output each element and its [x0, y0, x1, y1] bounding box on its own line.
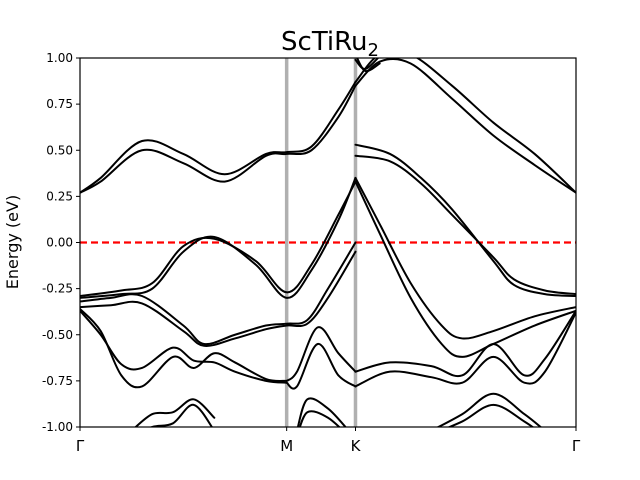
- kpoint-label: M: [280, 437, 293, 455]
- kpoint-label: Γ: [76, 437, 85, 455]
- y-tick-label: -0.50: [42, 328, 73, 342]
- band-line-15: [285, 326, 357, 382]
- band-line-17: [354, 309, 576, 378]
- band-line-21: [296, 397, 347, 427]
- plot-area: [80, 58, 576, 427]
- y-tick-label: -0.25: [42, 282, 73, 296]
- y-tick-label: 0.50: [46, 143, 73, 157]
- band-line-23: [436, 392, 543, 427]
- band-line-22: [298, 410, 341, 427]
- band-line-26: [354, 58, 380, 71]
- chart-title-base: ScTiRu: [281, 27, 367, 57]
- y-axis-label: Energy (eV): [3, 195, 22, 289]
- band-line-14: [80, 309, 288, 384]
- band-line-24: [447, 403, 535, 427]
- band-line-5: [354, 143, 576, 297]
- band-line-13: [80, 307, 288, 389]
- chart-title: ScTiRu2: [281, 27, 379, 61]
- band-line-8: [80, 180, 357, 297]
- band-line-10: [354, 180, 576, 358]
- band-line-20: [149, 403, 214, 427]
- band-line-12: [80, 250, 357, 347]
- band-line-4: [354, 58, 576, 194]
- y-tick-label: 0.00: [46, 236, 73, 250]
- band-line-6: [354, 154, 576, 296]
- band-line-25: [356, 58, 381, 73]
- y-tick-label: -1.00: [42, 420, 73, 434]
- band-line-11: [80, 241, 357, 346]
- chart-title-subscript: 2: [368, 40, 379, 61]
- band-line-16: [285, 342, 357, 390]
- y-tick-label: 1.00: [46, 51, 73, 65]
- y-tick-label: -0.75: [42, 374, 73, 388]
- band-line-1: [80, 80, 357, 194]
- band-line-9: [354, 176, 576, 340]
- band-line-18: [354, 311, 576, 388]
- y-axis: 1.00 0.75 0.50 0.25 0.00 -0.25 -0.50 -0.75 -1.00: [42, 51, 80, 434]
- y-tick-label: 0.75: [46, 97, 73, 111]
- y-tick-label: 0.25: [46, 189, 73, 203]
- band-line-19: [134, 398, 216, 427]
- band-line-2: [80, 84, 357, 194]
- band-line-3: [354, 58, 576, 194]
- kpoint-label: K: [351, 437, 362, 455]
- band-line-7: [80, 176, 357, 299]
- kpoint-label: Γ: [572, 437, 581, 455]
